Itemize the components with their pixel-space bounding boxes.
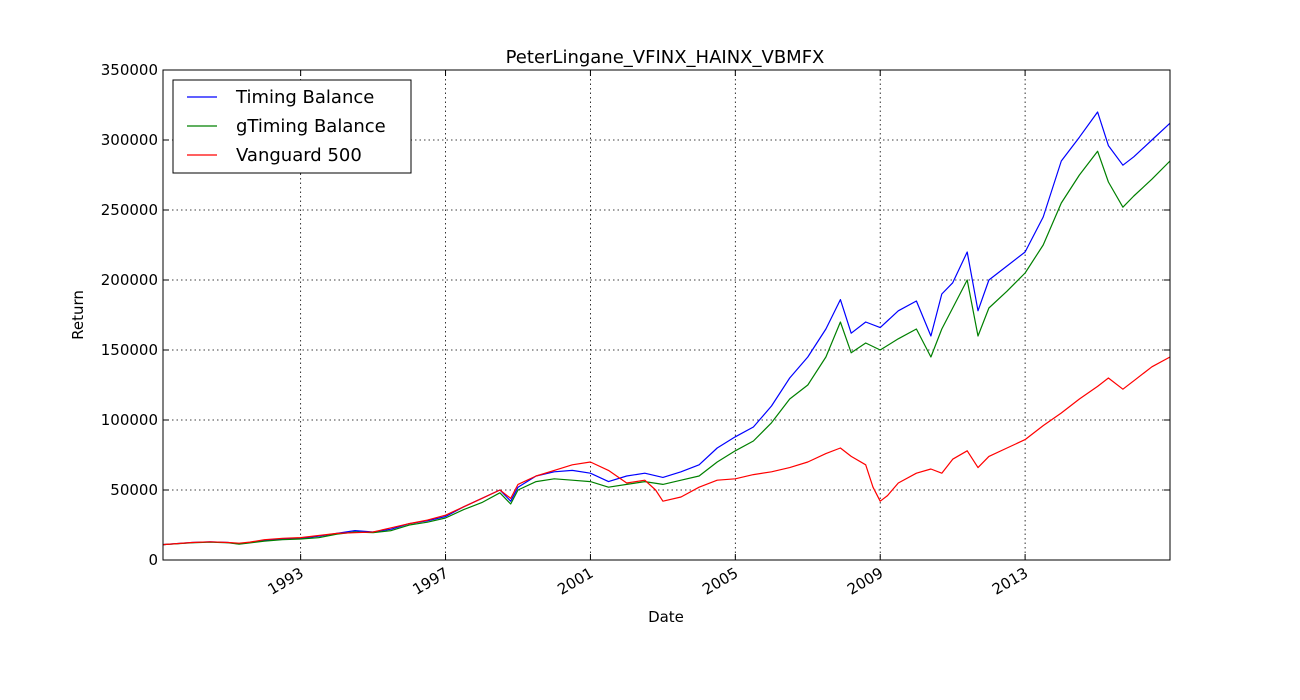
x-tick-label: 2009 xyxy=(844,564,886,599)
y-tick-label: 0 xyxy=(148,551,158,569)
y-tick-label: 150000 xyxy=(101,341,158,359)
legend-label-gtiming-balance: gTiming Balance xyxy=(236,116,386,137)
plot-frame xyxy=(162,69,1171,561)
y-tick-label: 250000 xyxy=(101,201,158,219)
y-tick-label: 200000 xyxy=(101,271,158,289)
y-tick-label: 350000 xyxy=(101,61,158,79)
legend-label-timing-balance: Timing Balance xyxy=(235,87,374,108)
x-axis-label: Date xyxy=(648,608,684,626)
x-tick-label: 2005 xyxy=(699,564,741,599)
y-axis-label: Return xyxy=(69,290,87,340)
x-tick-label: 2001 xyxy=(554,564,596,599)
x-tick-label: 1993 xyxy=(265,564,307,599)
series-lines xyxy=(162,111,1171,546)
axis-ticks: 0 50000 100000 150000 200000 250000 300000 3500… xyxy=(101,61,1170,599)
legend-label-vanguard-500: Vanguard 500 xyxy=(236,145,362,166)
chart-title: PeterLingane_VFINX_HAINX_VBMFX xyxy=(506,47,825,68)
y-tick-label: 300000 xyxy=(101,131,158,149)
x-tick-label: 2013 xyxy=(989,564,1031,599)
series-line-timing-balance xyxy=(162,111,1171,546)
legend: Timing Balance gTiming Balance Vanguard … xyxy=(172,79,412,174)
x-tick-label: 1997 xyxy=(409,564,451,599)
y-tick-label: 100000 xyxy=(101,411,158,429)
series-line-vanguard-500 xyxy=(162,356,1171,546)
y-tick-label: 50000 xyxy=(110,481,158,499)
